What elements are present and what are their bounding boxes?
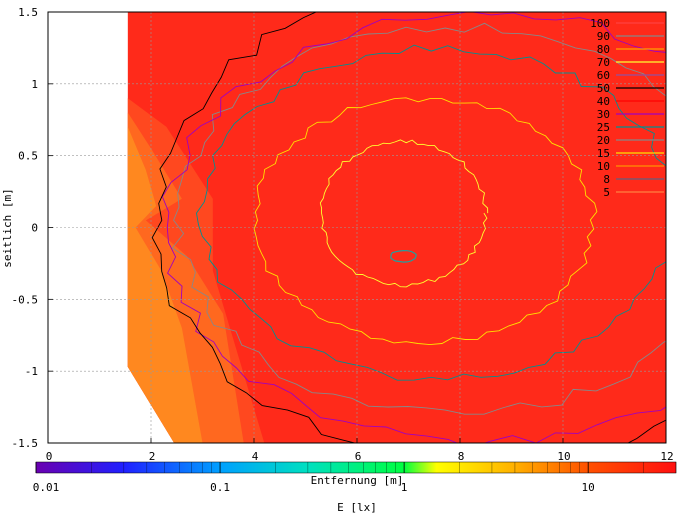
y-tick-label: 0.5 (18, 150, 38, 163)
y-tick-labels: -1.5 -1 -0.5 0 0.5 1 1.5 (12, 6, 53, 450)
contour-line-layer (151, 12, 666, 443)
legend-entry-label: 60 (597, 69, 610, 82)
legend-entry-label: 100 (590, 17, 610, 30)
legend-entry-label: 30 (597, 108, 610, 121)
colorbar-tick-label: 10 (582, 481, 595, 494)
y-tick-label: 1.5 (18, 6, 38, 19)
x-axis-title: Entfernung [m] (311, 474, 404, 487)
colorbar-tick-label: 0.01 (33, 481, 60, 494)
x-tick-label: 4 (252, 450, 259, 463)
legend-entry-label: 40 (597, 95, 610, 108)
contour-line-2 (253, 97, 598, 346)
contour-line-1 (319, 139, 489, 288)
x-tick-label: 6 (355, 450, 362, 463)
y-tick-label: 1 (31, 78, 38, 91)
legend-entry-label: 8 (603, 173, 610, 186)
legend-entry-label: 5 (603, 186, 610, 199)
legend-entry-label: 90 (597, 30, 610, 43)
x-tick-label: 10 (557, 450, 570, 463)
legend-entry-label: 80 (597, 43, 610, 56)
colorbar-minor-ticks (91, 462, 677, 473)
legend-entry-label: 10 (597, 160, 610, 173)
contour-line-3 (196, 44, 666, 381)
legend-entry-label: 50 (597, 82, 610, 95)
grid-layer (48, 12, 666, 443)
x-tick-label: 0 (46, 450, 53, 463)
contour-line-4 (171, 22, 666, 415)
legend-entry-label: 15 (597, 147, 610, 160)
contour-line-6 (151, 12, 666, 443)
colorbar-label: E [lx] (337, 501, 377, 513)
x-tick-labels: 0 2 4 6 8 10 12 (46, 438, 674, 463)
contour-line-inner (390, 249, 417, 263)
y-tick-label: 0 (31, 222, 38, 235)
near-field-zone-3 (127, 126, 203, 443)
contour-line-5 (161, 12, 666, 443)
legend-entry-label: 25 (597, 121, 610, 134)
y-axis-title: seitlich [m] (1, 188, 14, 267)
x-tick-label: 12 (660, 450, 673, 463)
legend-entry-label: 20 (597, 134, 610, 147)
y-tick-label: -1 (25, 365, 38, 378)
colorbar-tick-labels: 0.01 0.1 1 10 (33, 462, 595, 494)
legend-entry-label: 70 (597, 56, 610, 69)
x-tick-label: 2 (149, 450, 156, 463)
y-tick-label: -0.5 (12, 293, 39, 306)
x-tick-label: 8 (458, 450, 465, 463)
colorbar-tick-label: 1 (401, 481, 408, 494)
colorbar-tick-label: 0.1 (210, 481, 230, 494)
y-tick-label: -1.5 (12, 437, 39, 450)
